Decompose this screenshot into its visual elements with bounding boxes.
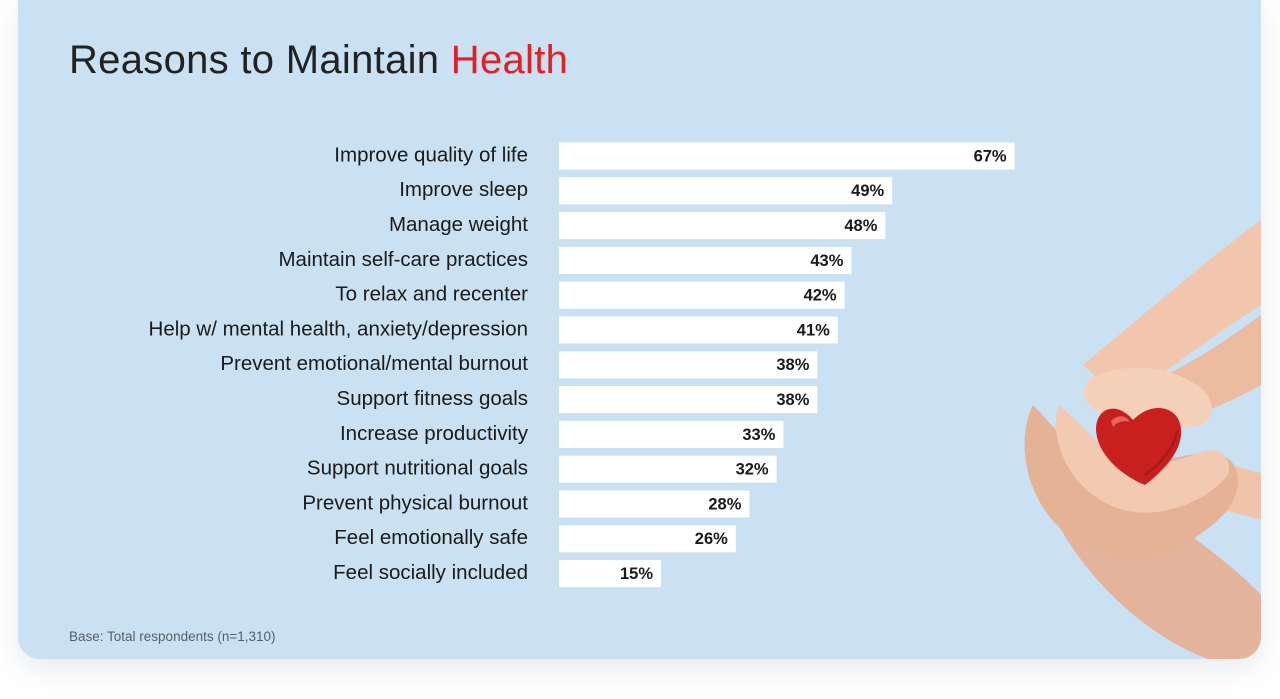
category-label: Improve sleep <box>399 178 528 201</box>
value-label: 38% <box>776 391 809 409</box>
value-label: 32% <box>736 461 769 479</box>
bar-12 <box>559 525 736 553</box>
bar-chart: Improve quality of life 67% Improve sleep 4… <box>149 142 1015 588</box>
bar-11 <box>559 490 750 518</box>
value-label: 48% <box>844 217 877 235</box>
category-label: Prevent emotional/mental burnout <box>220 352 528 375</box>
bar-1 <box>559 142 1015 170</box>
value-label: 43% <box>810 252 843 270</box>
bar-4 <box>559 246 852 274</box>
category-label: Manage weight <box>389 213 528 236</box>
bar-2 <box>559 177 893 205</box>
category-label: To relax and recenter <box>335 283 528 306</box>
value-label: 67% <box>974 147 1007 165</box>
value-label: 15% <box>620 565 653 583</box>
bar-13 <box>559 560 661 588</box>
value-label: 41% <box>797 321 830 339</box>
value-label: 28% <box>708 495 741 513</box>
title-main: Reasons to Maintain <box>69 38 451 82</box>
bar-6 <box>559 316 838 344</box>
bar-10 <box>559 455 777 483</box>
category-label: Support fitness goals <box>337 387 528 410</box>
category-label: Increase productivity <box>340 422 529 445</box>
value-label: 49% <box>851 182 884 200</box>
category-label: Prevent physical burnout <box>302 491 528 514</box>
category-label: Feel socially included <box>333 561 528 584</box>
bar-8 <box>559 386 818 414</box>
value-label: 33% <box>742 426 775 444</box>
chart-card: Reasons to Maintain Health Improve quali… <box>18 0 1261 659</box>
base-footnote: Base: Total respondents (n=1,310) <box>69 629 276 644</box>
value-label: 42% <box>804 287 837 305</box>
category-label: Help w/ mental health, anxiety/depressio… <box>149 317 528 340</box>
category-label: Support nutritional goals <box>307 457 528 480</box>
category-label: Feel emotionally safe <box>334 526 528 549</box>
value-label: 26% <box>695 530 728 548</box>
bar-7 <box>559 351 818 379</box>
category-label: Improve quality of life <box>334 143 528 166</box>
category-label: Maintain self-care practices <box>278 248 528 271</box>
hands-holding-heart-icon <box>1024 220 1261 659</box>
page-title: Reasons to Maintain Health <box>69 38 568 83</box>
title-accent: Health <box>450 38 569 82</box>
bar-9 <box>559 420 784 448</box>
bar-3 <box>559 212 886 240</box>
bar-5 <box>559 281 845 309</box>
value-label: 38% <box>776 356 809 374</box>
